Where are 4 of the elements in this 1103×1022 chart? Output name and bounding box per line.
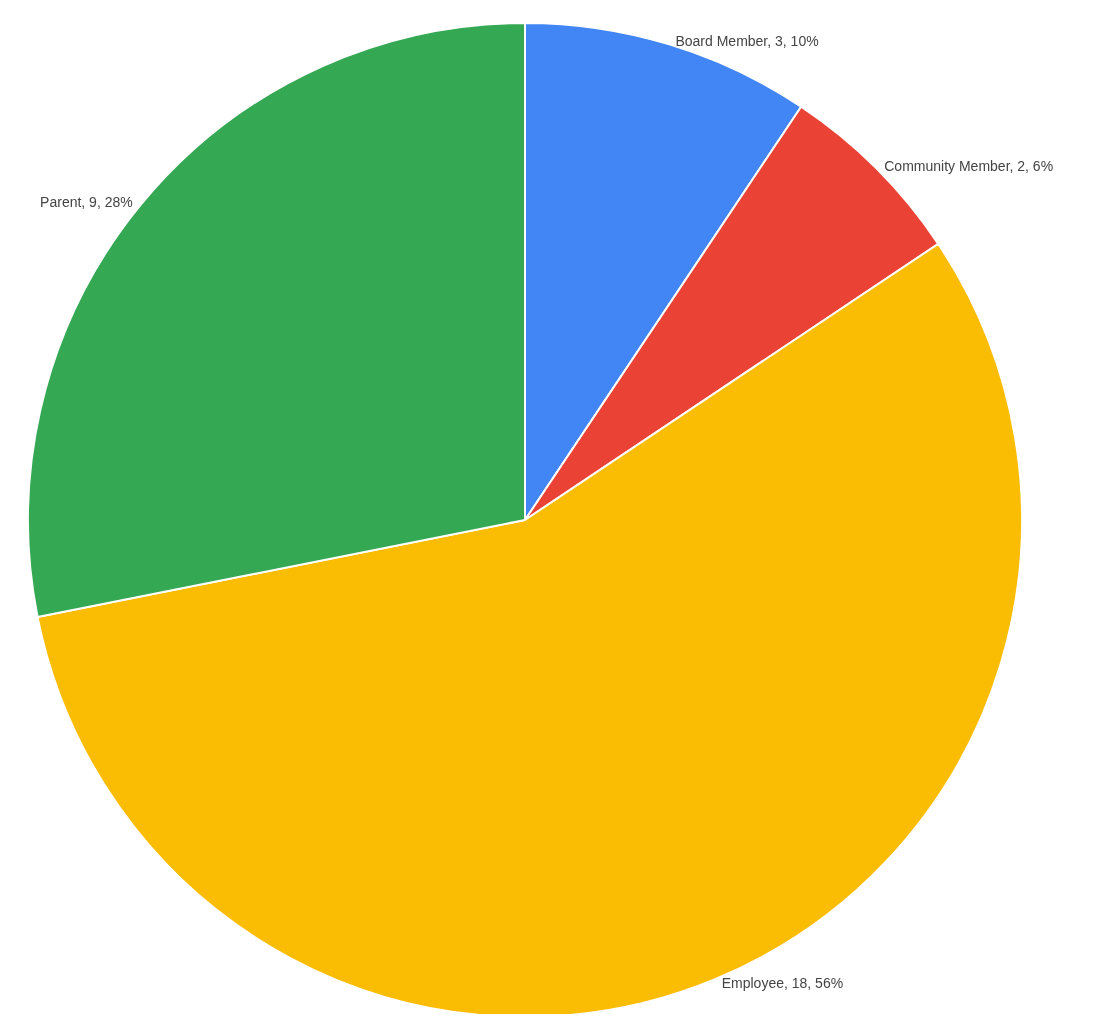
slice-label: Parent, 9, 28%	[40, 194, 133, 211]
slice-label: Community Member, 2, 6%	[884, 157, 1054, 174]
slice-label: Employee, 18, 56%	[721, 974, 844, 991]
slice-label: Board Member, 3, 10%	[675, 32, 819, 49]
